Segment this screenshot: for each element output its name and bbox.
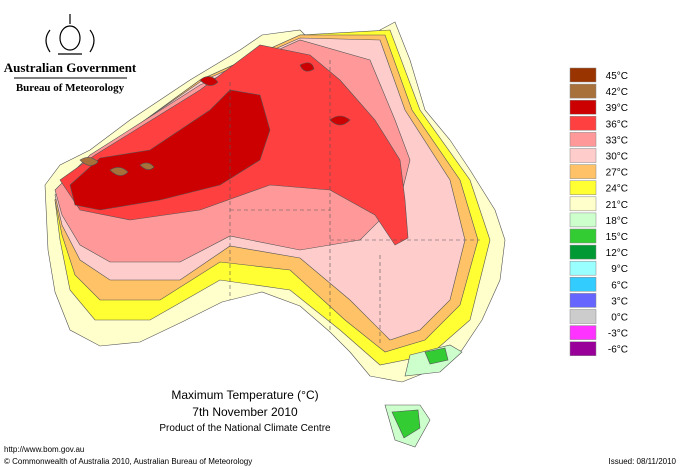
legend-label: 45°C	[606, 71, 628, 82]
legend-label: 21°C	[606, 200, 628, 211]
legend-swatch	[569, 325, 597, 340]
issued: Issued: 08/11/2010	[609, 457, 677, 466]
url: http://www.bom.gov.au	[4, 445, 84, 454]
legend-swatch	[569, 67, 597, 83]
legend-label: -3°C	[608, 329, 628, 340]
legend-label: 12°C	[606, 248, 628, 259]
legend-label: -6°C	[608, 345, 628, 356]
legend-label: 36°C	[606, 119, 628, 130]
legend-swatch	[569, 83, 597, 99]
legend-swatch	[569, 180, 597, 195]
legend-label: 42°C	[606, 87, 628, 98]
legend-label: 33°C	[606, 135, 628, 146]
legend-label: 15°C	[606, 232, 628, 243]
legend-swatch	[569, 260, 597, 276]
legend-label: 24°C	[606, 184, 628, 195]
legend-swatch	[569, 228, 597, 244]
legend-swatch	[569, 212, 597, 228]
legend-swatch	[569, 196, 597, 212]
legend-label: 3°C	[611, 296, 628, 307]
legend-swatch	[569, 116, 597, 131]
legend-label: 0°C	[611, 313, 628, 324]
copyright: © Commonwealth of Australia 2010, Austra…	[4, 457, 252, 466]
legend-label: 27°C	[606, 168, 628, 179]
legend-swatch	[569, 99, 597, 115]
legend-swatch	[569, 244, 597, 260]
legend-label: 9°C	[611, 264, 628, 275]
map-date: 7th November 2010	[192, 405, 298, 419]
agency: Australian Government	[4, 60, 137, 75]
legend-label: 6°C	[611, 280, 628, 291]
legend-swatch	[569, 277, 597, 292]
legend-label: 18°C	[606, 216, 628, 227]
legend-label: 30°C	[606, 152, 628, 163]
crest	[45, 14, 95, 55]
legend-swatch	[569, 309, 597, 324]
legend-swatch	[569, 164, 597, 179]
legend-swatch	[569, 293, 597, 308]
legend: 45°C 42°C 39°C 36°C 33°C 30°C 27°C 24°C 21°C 18°C…	[569, 67, 628, 356]
map	[44, 21, 506, 448]
map-title: Maximum Temperature (°C)	[171, 388, 318, 402]
legend-swatch	[569, 148, 597, 163]
bureau: Bureau of Meteorology	[16, 82, 125, 94]
legend-swatch	[569, 132, 597, 147]
legend-swatch	[569, 341, 597, 356]
map-product: Product of the National Climate Centre	[159, 423, 331, 434]
legend-label: 39°C	[606, 103, 628, 114]
